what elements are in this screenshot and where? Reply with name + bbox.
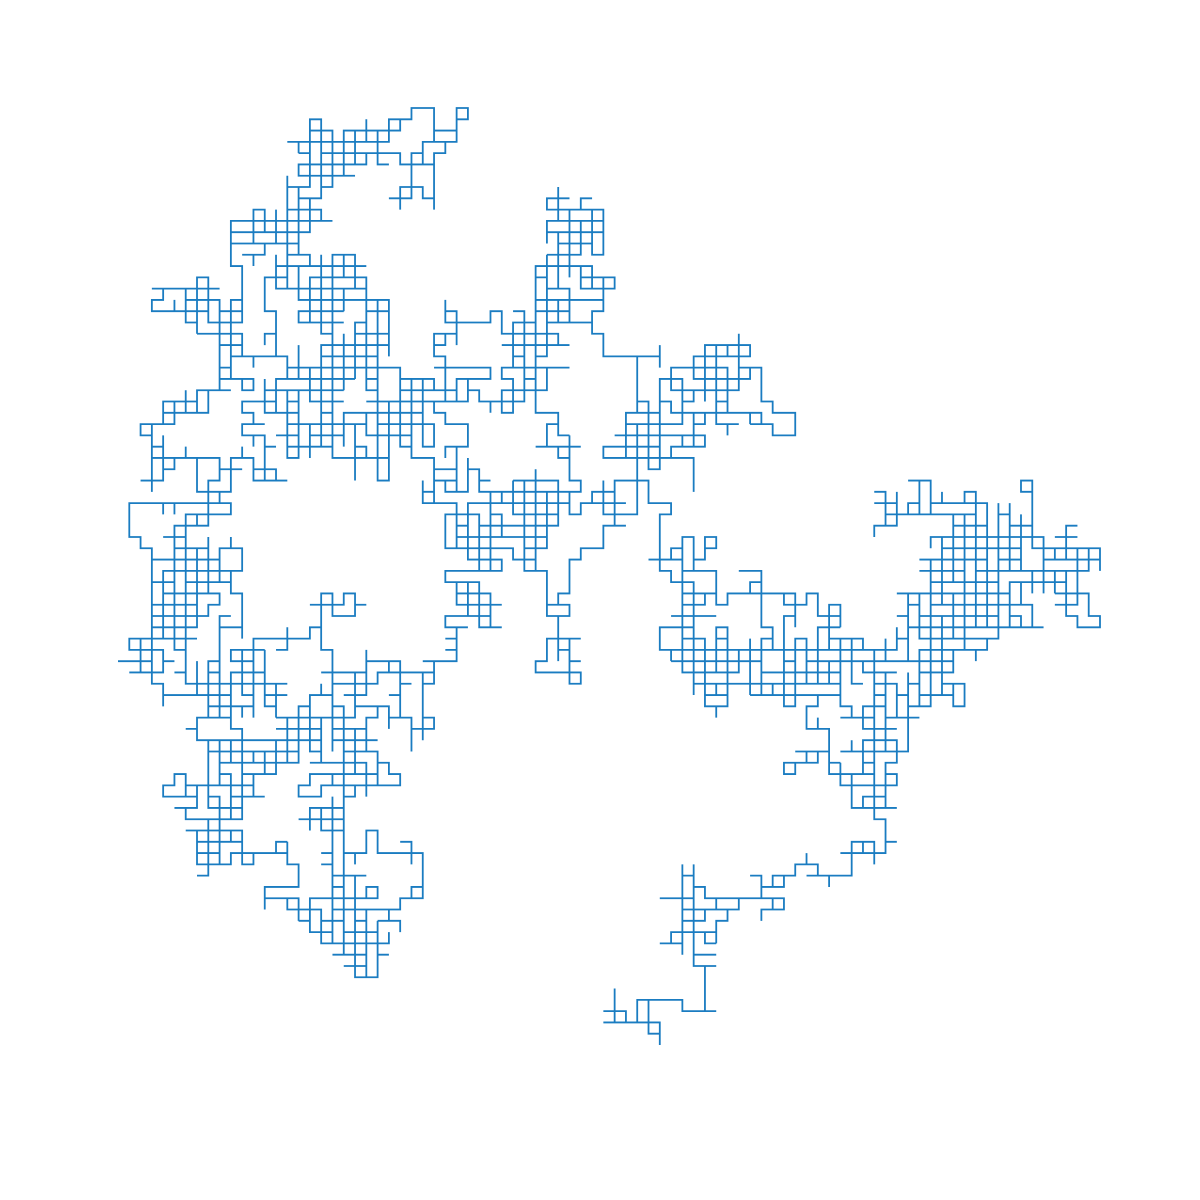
- walk-layer: [118, 107, 1101, 1045]
- walk-path: [118, 107, 1101, 1045]
